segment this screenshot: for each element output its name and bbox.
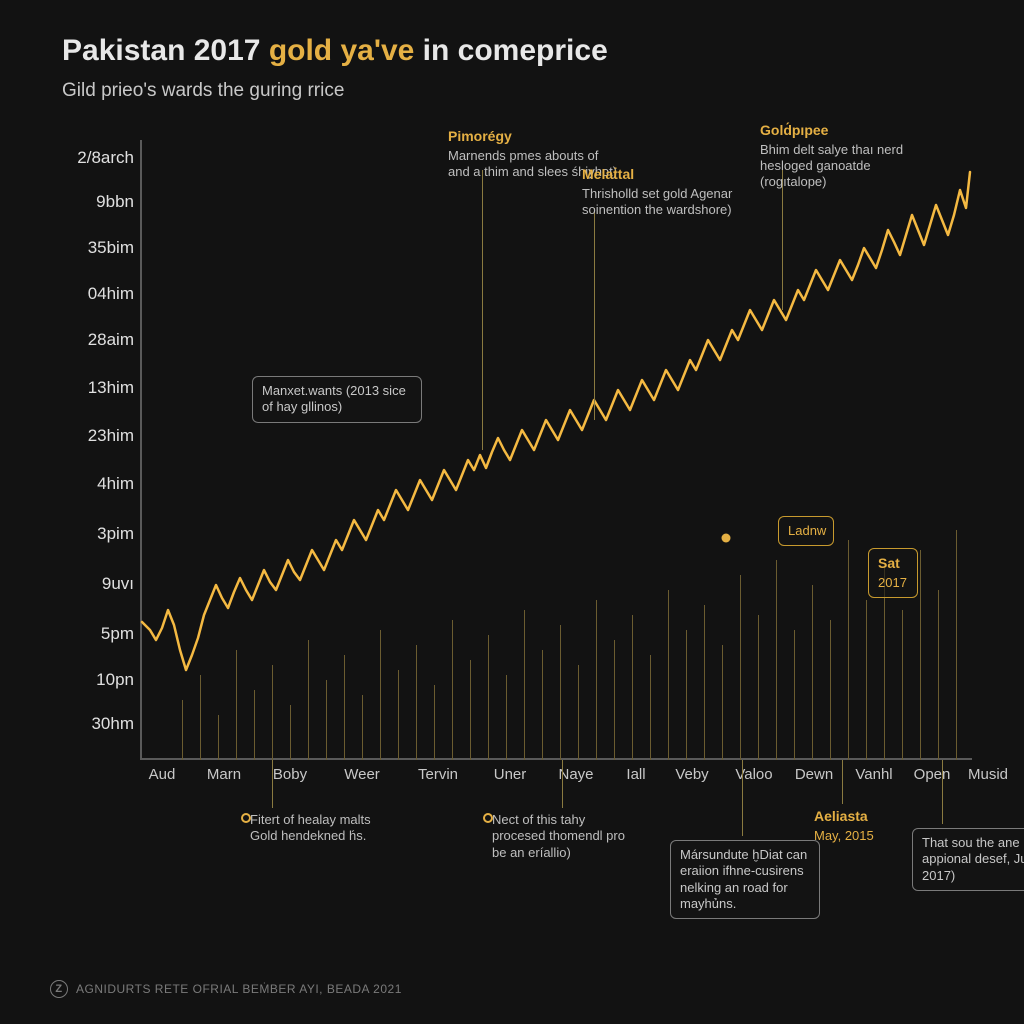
y-tick-label: 28aim <box>60 330 134 350</box>
annotation-head: Pimorégy <box>448 128 618 146</box>
y-tick-label: 04him <box>60 284 134 304</box>
plot-area: AudMarnBobyWeerTervinUnerNayeIallVebyVal… <box>142 140 970 760</box>
annotation-head: Gold́pıpee <box>760 122 930 140</box>
annotation-body: Nect of this tahy procesed thomendl pro … <box>492 812 642 861</box>
x-tick-label: Open <box>914 766 951 783</box>
y-tick-label: 9bbn <box>60 192 134 212</box>
chart-title: Pakistan 2017 gold ya've in comeprice <box>62 34 608 68</box>
annotation-aeliasta: Aeliasta May, 2015 <box>814 808 874 844</box>
y-tick-label: 23him <box>60 426 134 446</box>
annotation-body: Fitert of healay malts Gold hendekned h́… <box>250 812 400 845</box>
line-series <box>142 140 970 760</box>
y-tick-label: 35bim <box>60 238 134 258</box>
annotation-fitert: Fitert of healay malts Gold hendekned h́… <box>250 812 400 845</box>
chart-area: 2/8arch 9bbn 35bim 04him 28aim 13him 23him 4him… <box>60 140 970 840</box>
annotation-head: Aeliasta <box>814 808 874 826</box>
annotation-manxet: Manxet.wants (2013 sice of hay gllinos) <box>252 376 422 423</box>
y-tick-label: 13him <box>60 378 134 398</box>
marker-dot <box>722 534 731 543</box>
annotation-body: Bhim delt salye thaı nerd hesloged ganoa… <box>760 142 930 191</box>
y-tick-label: 3pim <box>60 524 134 544</box>
annotation-leader <box>942 760 943 824</box>
y-tick-label: 30hm <box>60 714 134 734</box>
x-tick-label: Veby <box>675 766 708 783</box>
x-tick-label: Musid <box>968 766 1008 783</box>
annotation-melattal: Melaṫtal Thrisholld set gold Agenar soine… <box>582 166 752 218</box>
annotation-leader <box>482 170 483 450</box>
y-tick-label: 5pm <box>60 624 134 644</box>
x-tick-label: Dewn <box>795 766 833 783</box>
annotation-body: 2017 <box>878 575 908 591</box>
x-tick-label: Tervin <box>418 766 458 783</box>
annotation-body: That sou the ane appional desef, Juni 20… <box>922 835 1024 884</box>
footer-text: AGNIDURTS RETE OFRIAL BEṀBER AYI, BEADA … <box>76 982 402 996</box>
chart-subtitle: Gild prieo's wards the guring rrice <box>62 80 344 102</box>
y-tick-label: 10pn <box>60 670 134 690</box>
x-tick-label: Iall <box>626 766 645 783</box>
x-tick-label: Vanhl <box>855 766 892 783</box>
x-tick-label: Boby <box>273 766 307 783</box>
title-suffix: in comeprice <box>414 34 607 67</box>
y-tick-label: 2/8arch <box>60 148 134 168</box>
footer-logo-icon: Z <box>50 980 68 998</box>
annotation-body: Thrisholld set gold Agenar soinention th… <box>582 186 752 219</box>
x-tick-label: Naye <box>558 766 593 783</box>
annotation-body: May, 2015 <box>814 828 874 844</box>
title-accent: gold ya've <box>269 34 415 67</box>
x-tick-label: Uner <box>494 766 527 783</box>
annotation-body: Mársundute ḫDiat can eraiion ifhne-cusir… <box>680 847 810 912</box>
annotation-leader <box>742 760 743 836</box>
x-tick-label: Weer <box>344 766 380 783</box>
x-tick-label: Aud <box>149 766 176 783</box>
annotation-thatsou: That sou the ane appional desef, Juni 20… <box>912 828 1024 891</box>
y-tick-label: 4him <box>60 474 134 494</box>
annotation-sat2017: Sat 2017 <box>868 548 918 598</box>
annotation-body: Manxet.wants (2013 sice of hay gllinos) <box>262 383 412 416</box>
annotation-head: Melaṫtal <box>582 166 752 184</box>
annotation-body: Ladnw <box>788 523 824 539</box>
annotation-leader <box>562 760 563 808</box>
x-tick-label: Marn <box>207 766 241 783</box>
x-tick-label: Valoo <box>735 766 772 783</box>
annotation-goldpipee: Gold́pıpee Bhim delt salye thaı nerd hesl… <box>760 122 930 190</box>
annotation-leader <box>594 208 595 420</box>
title-prefix: Pakistan 2017 <box>62 34 269 67</box>
annotation-head: Sat <box>878 555 908 573</box>
annotation-leader <box>842 760 843 804</box>
y-tick-label: 9uvı <box>60 574 134 594</box>
footer-credit: Z AGNIDURTS RETE OFRIAL BEṀBER AYI, BEAD… <box>50 980 402 998</box>
annotation-ladnw: Ladnw <box>778 516 834 546</box>
annotation-leader <box>272 760 273 808</box>
annotation-marsundute: Mársundute ḫDiat can eraiion ifhne-cusir… <box>670 840 820 919</box>
annotation-nect: Nect of this tahy procesed thomendl pro … <box>492 812 642 861</box>
